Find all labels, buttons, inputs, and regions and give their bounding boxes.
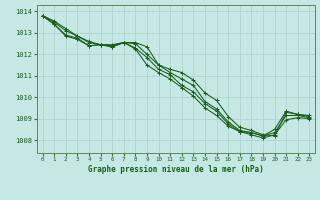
X-axis label: Graphe pression niveau de la mer (hPa): Graphe pression niveau de la mer (hPa) [88,165,264,174]
